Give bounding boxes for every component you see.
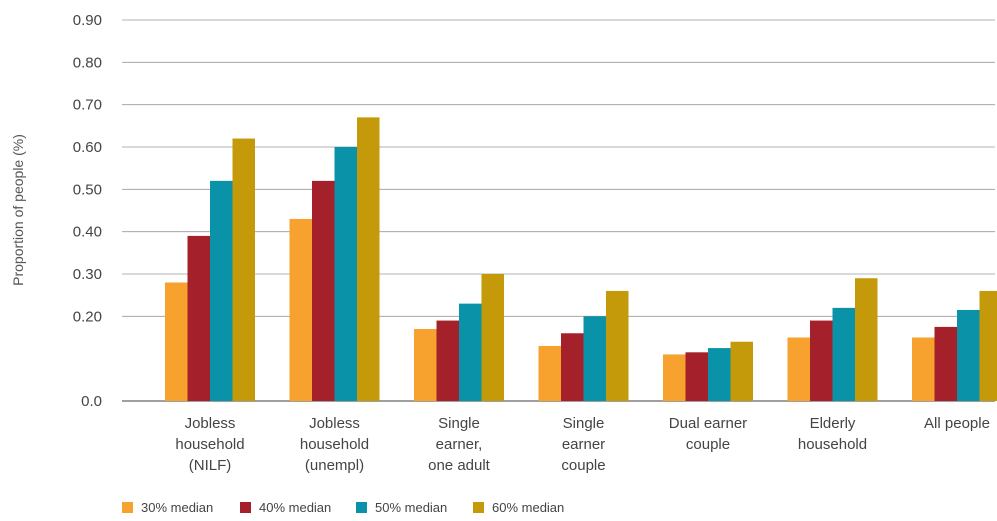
bar-60-median <box>482 274 505 401</box>
bar-40-median <box>437 321 460 401</box>
bar-40-median <box>686 352 709 401</box>
y-tick-label: 0.80 <box>73 54 102 71</box>
y-tick-label: 0.50 <box>73 181 102 198</box>
bar-50-median <box>708 348 731 401</box>
legend-label: 30% median <box>141 500 213 515</box>
y-tick-label: 0.90 <box>73 12 102 29</box>
legend: 30% median 40% median 50% median 60% median <box>122 500 564 515</box>
y-tick-label: 0.60 <box>73 139 102 156</box>
bar-60-median <box>606 291 629 401</box>
bar-50-median <box>210 181 233 401</box>
bar-60-median <box>233 139 256 401</box>
bar-50-median <box>584 316 607 401</box>
legend-swatch <box>122 502 133 513</box>
bar-40-median <box>188 236 211 401</box>
legend-item: 30% median <box>122 500 213 515</box>
bar-30-median <box>539 346 562 401</box>
bar-50-median <box>335 147 358 401</box>
y-tick-label: 0.30 <box>73 266 102 283</box>
bar-50-median <box>957 310 980 401</box>
legend-label: 40% median <box>259 500 331 515</box>
bar-30-median <box>663 354 686 401</box>
y-tick-label: 0.20 <box>73 308 102 325</box>
bar-60-median <box>855 278 878 401</box>
bar-30-median <box>788 338 811 402</box>
bar-40-median <box>312 181 335 401</box>
y-axis-title: Proportion of people (%) <box>10 134 26 286</box>
legend-swatch <box>356 502 367 513</box>
bar-30-median <box>414 329 437 401</box>
legend-label: 60% median <box>492 500 564 515</box>
legend-item: 40% median <box>240 500 331 515</box>
bar-40-median <box>561 333 584 401</box>
bars <box>165 117 997 401</box>
bar-50-median <box>833 308 856 401</box>
legend-item: 50% median <box>356 500 447 515</box>
bar-40-median <box>935 327 958 401</box>
legend-item: 60% median <box>473 500 564 515</box>
legend-swatch <box>240 502 251 513</box>
bar-60-median <box>980 291 997 401</box>
bar-60-median <box>731 342 754 401</box>
bar-30-median <box>290 219 313 401</box>
legend-label: 50% median <box>375 500 447 515</box>
bar-30-median <box>912 338 935 402</box>
y-tick-label: 0.0 <box>81 393 102 410</box>
bar-50-median <box>459 304 482 401</box>
legend-swatch <box>473 502 484 513</box>
y-axis-ticks: 0.0 0.20 0.30 0.40 0.50 0.60 0.70 0.80 0.90 <box>73 12 102 410</box>
bar-60-median <box>357 117 380 401</box>
y-tick-label: 0.40 <box>73 224 102 241</box>
bar-40-median <box>810 321 833 401</box>
x-tick-label: All people <box>924 415 990 432</box>
y-tick-label: 0.70 <box>73 97 102 114</box>
bar-30-median <box>165 282 188 401</box>
